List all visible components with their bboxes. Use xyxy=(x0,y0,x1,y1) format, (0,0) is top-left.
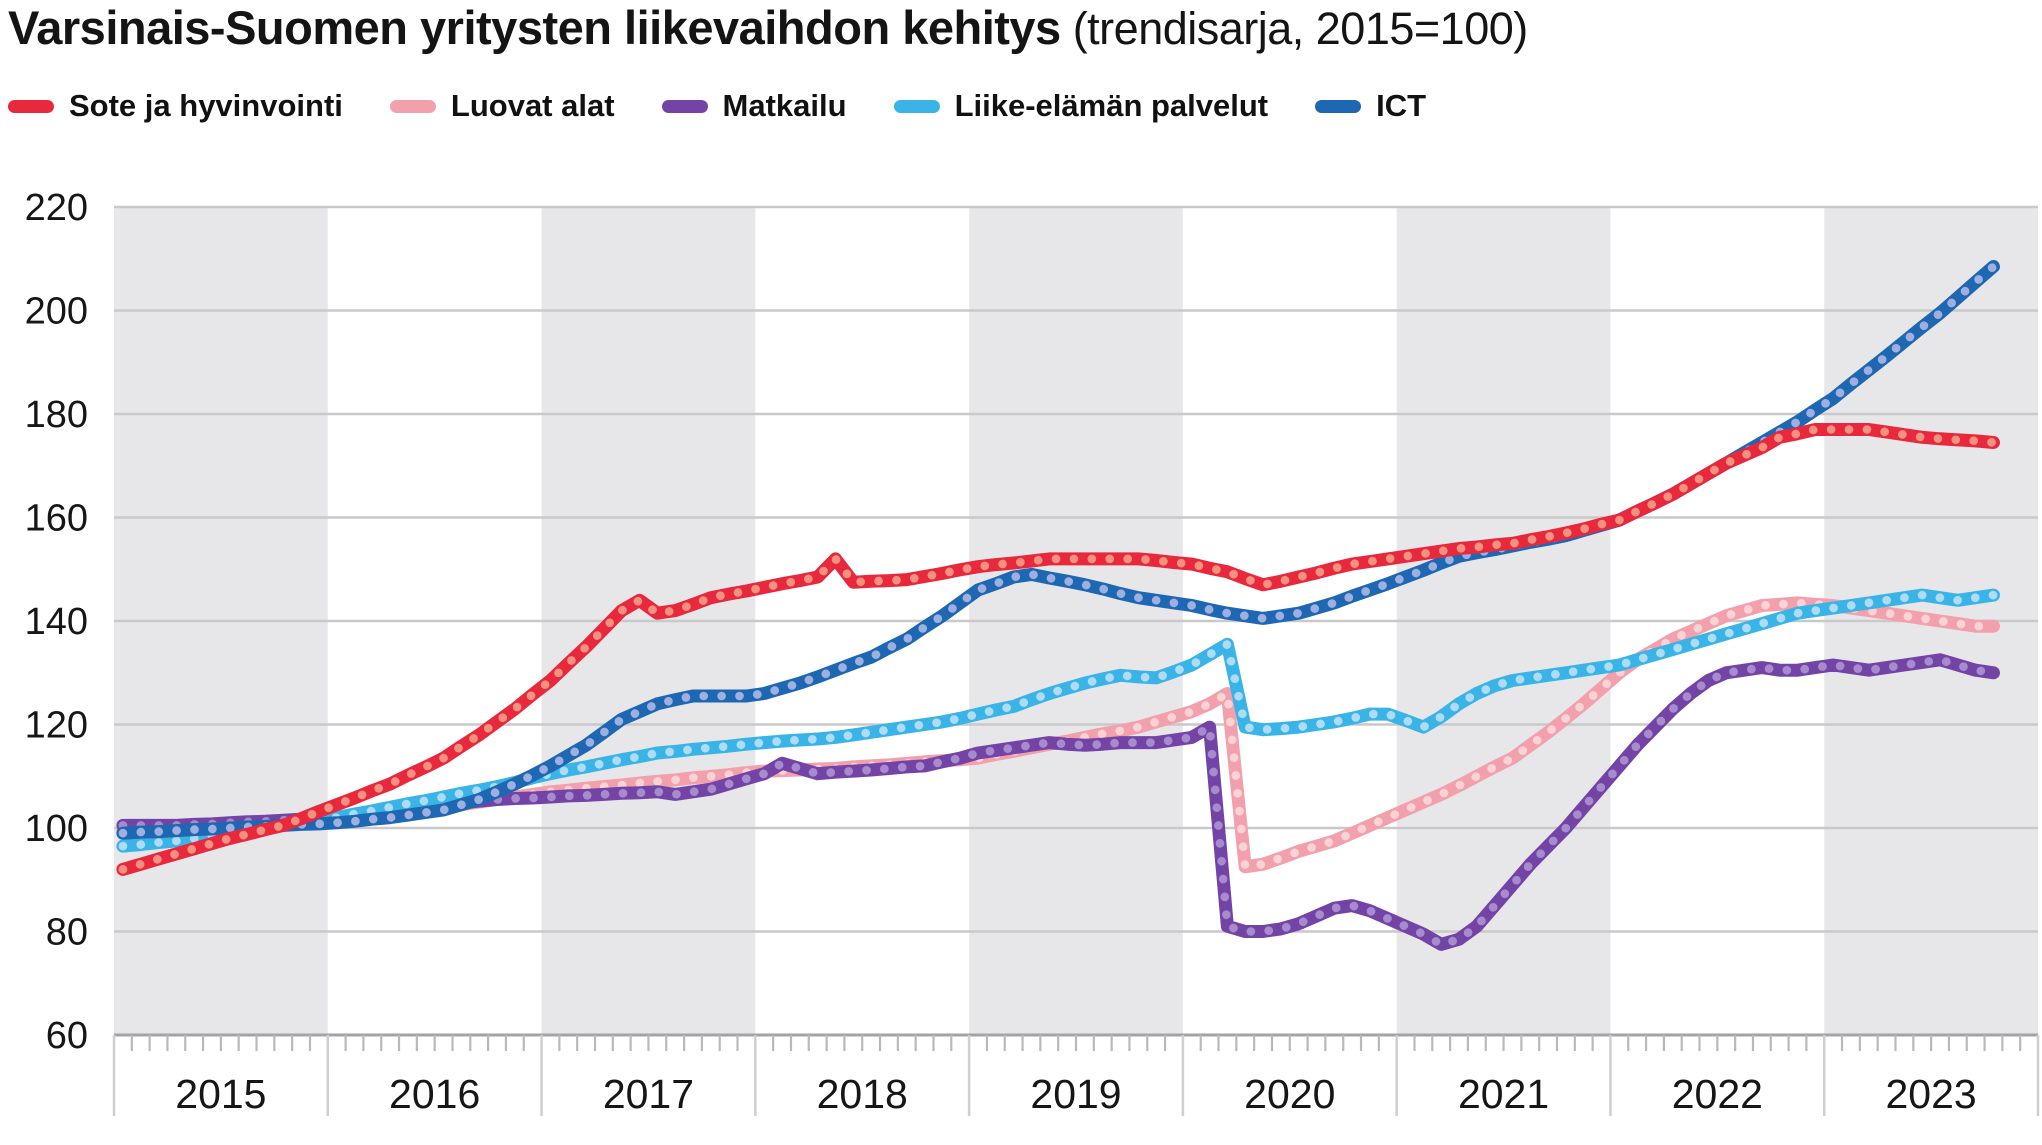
legend-label: Matkailu xyxy=(722,88,847,123)
axis-ticks xyxy=(112,1035,2040,1116)
gridlines xyxy=(114,205,2038,933)
svg-text:200: 200 xyxy=(25,291,88,333)
svg-text:80: 80 xyxy=(46,912,88,954)
svg-text:2016: 2016 xyxy=(389,1071,480,1117)
series-3 xyxy=(116,588,2000,853)
chart-subtitle: (trendisarja, 2015=100) xyxy=(1060,3,1529,54)
series-lines xyxy=(116,260,2000,951)
svg-text:2021: 2021 xyxy=(1458,1071,1549,1117)
svg-text:140: 140 xyxy=(25,601,88,643)
legend-item-2: Luovat alat xyxy=(389,88,615,124)
legend-swatch-icon xyxy=(893,99,940,113)
series-0 xyxy=(116,423,2000,876)
chart-title-bar: Varsinais-Suomen yritysten liikevaihdon … xyxy=(8,0,2038,55)
chart-legend: Sote ja hyvinvointi Luovat alat Matkailu Li… xyxy=(8,88,1426,124)
svg-text:2018: 2018 xyxy=(817,1071,908,1117)
legend-label: ICT xyxy=(1376,88,1427,123)
legend-swatch-icon xyxy=(8,99,54,113)
svg-text:120: 120 xyxy=(25,705,88,747)
svg-text:160: 160 xyxy=(25,498,88,540)
svg-text:2017: 2017 xyxy=(603,1071,694,1117)
svg-text:180: 180 xyxy=(25,394,88,436)
legend-item-1: Sote ja hyvinvointi xyxy=(8,88,343,124)
legend-item-4: Liike-elämän palvelut xyxy=(893,88,1269,124)
legend-swatch-icon xyxy=(661,99,708,113)
legend-swatch-icon xyxy=(1315,99,1362,113)
legend-label: Sote ja hyvinvointi xyxy=(69,88,343,123)
legend-item-3: Matkailu xyxy=(661,88,847,124)
svg-text:2019: 2019 xyxy=(1030,1071,1121,1117)
legend-label: Liike-elämän palvelut xyxy=(954,88,1269,123)
svg-text:2020: 2020 xyxy=(1244,1071,1335,1117)
y-axis-labels: 220 200 180 160 140 120 100 80 60 xyxy=(25,187,88,1057)
svg-text:2015: 2015 xyxy=(175,1071,266,1117)
chart-title: Varsinais-Suomen yritysten liikevaihdon … xyxy=(8,1,1061,54)
svg-text:2023: 2023 xyxy=(1886,1071,1977,1117)
x-axis-labels: 2015 2016 2017 2018 2019 2020 2021 2022 2023 xyxy=(175,1071,1976,1117)
svg-text:60: 60 xyxy=(46,1015,88,1057)
legend-swatch-icon xyxy=(389,99,436,113)
svg-text:100: 100 xyxy=(25,808,88,850)
legend-label: Luovat alat xyxy=(450,88,615,123)
svg-text:220: 220 xyxy=(25,187,88,229)
legend-item-5: ICT xyxy=(1315,88,1426,124)
svg-text:2022: 2022 xyxy=(1672,1071,1763,1117)
